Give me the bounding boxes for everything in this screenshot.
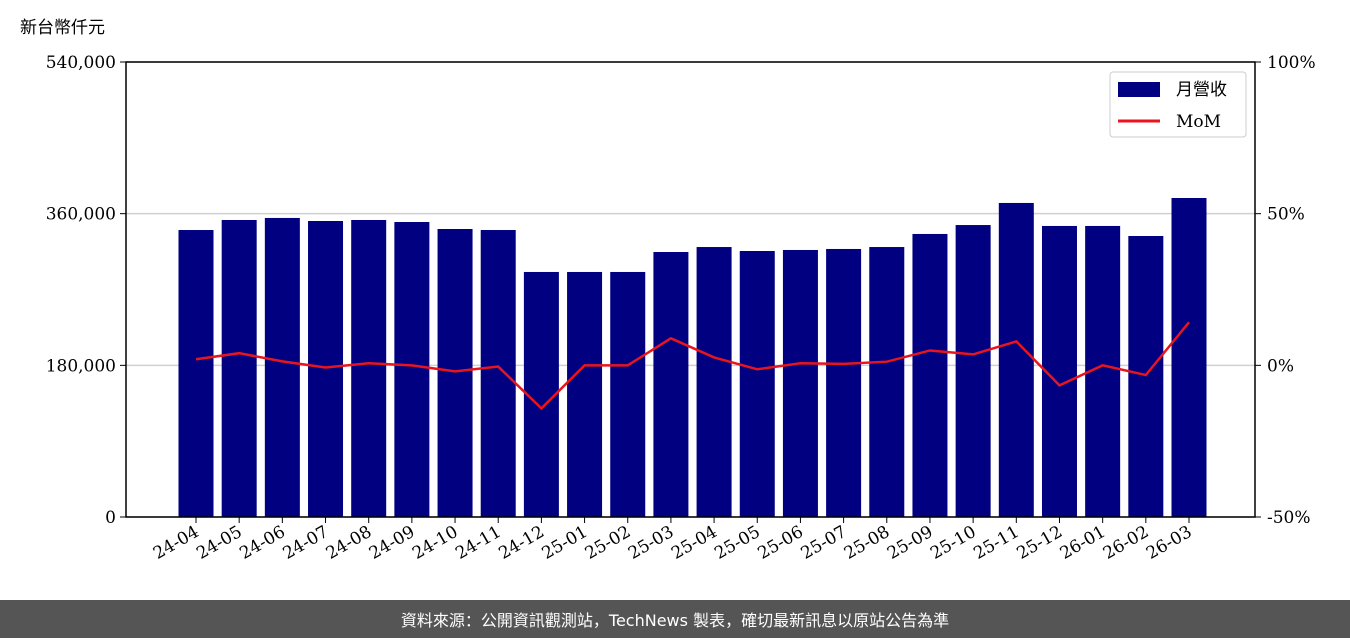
bar	[308, 220, 344, 517]
y-tick-label: 180,000	[46, 356, 116, 376]
y-tick-label: 0	[105, 508, 116, 528]
bar	[653, 252, 689, 517]
x-tick-label: 24-07	[280, 522, 332, 564]
x-tick-label: 24-08	[323, 522, 375, 564]
x-tick-label: 25-03	[625, 522, 677, 564]
bar	[826, 248, 862, 517]
legend-swatch	[1118, 82, 1160, 97]
legend: 月營收 MoM	[1109, 71, 1247, 138]
x-tick-label: 25-07	[798, 522, 850, 564]
x-tick-label: 25-11	[970, 522, 1022, 564]
y2-tick-label: 100%	[1267, 53, 1316, 73]
plot-frame	[125, 61, 1256, 518]
x-tick-label: 25-04	[668, 522, 720, 564]
y2-tick-label: -50%	[1267, 508, 1311, 528]
bar	[610, 271, 646, 517]
y2-tick-label: 0%	[1267, 356, 1294, 376]
bar	[480, 230, 516, 517]
x-tick-label: 26-02	[1100, 522, 1152, 564]
x-tick-label: 25-08	[841, 522, 893, 564]
x-tick-label: 24-10	[409, 522, 461, 564]
x-tick-label: 24-06	[236, 522, 288, 564]
footer-bar	[0, 600, 1350, 638]
x-tick-label: 24-11	[452, 522, 504, 564]
x-tick-label: 25-02	[582, 522, 634, 564]
legend-label: MoM	[1176, 112, 1221, 132]
x-tick-label: 24-09	[366, 522, 418, 564]
x-tick-label: 24-12	[495, 522, 547, 564]
bar	[1171, 197, 1207, 517]
x-tick-label: 24-05	[193, 522, 245, 564]
bar	[394, 222, 430, 517]
y-axis-label: 新台幣仟元	[20, 18, 105, 38]
bar	[178, 230, 214, 517]
bar	[264, 217, 300, 518]
x-tick-label: 25-05	[711, 522, 763, 564]
bar	[567, 271, 603, 517]
y-tick-label: 540,000	[46, 53, 116, 73]
footer-text: 資料來源：公開資訊觀測站，TechNews 製表，確切最新訊息以原站公告為準	[401, 611, 949, 630]
legend-label: 月營收	[1176, 80, 1227, 100]
bar	[1128, 235, 1164, 518]
x-tick-label: 26-03	[1143, 522, 1195, 564]
bar	[523, 271, 559, 517]
x-tick-label: 25-06	[754, 522, 806, 564]
line	[195, 321, 1190, 411]
x-tick-label: 25-01	[539, 522, 591, 564]
x-tick-label: 24-04	[150, 522, 202, 564]
bar	[998, 202, 1034, 517]
x-tick-label: 25-09	[884, 522, 936, 564]
bar	[351, 219, 387, 517]
x-tick-label: 25-12	[1014, 522, 1066, 564]
bar	[869, 247, 905, 518]
y-tick-label: 360,000	[46, 205, 116, 225]
bar	[437, 229, 473, 518]
bar	[955, 225, 991, 517]
bar	[221, 219, 257, 517]
bar	[1041, 225, 1077, 518]
bar	[782, 249, 818, 517]
x-tick-label: 26-01	[1057, 522, 1109, 564]
bar	[912, 233, 948, 517]
y2-tick-label: 50%	[1267, 205, 1305, 225]
bar	[696, 247, 732, 518]
bar	[739, 250, 775, 517]
x-tick-label: 25-10	[927, 522, 979, 564]
